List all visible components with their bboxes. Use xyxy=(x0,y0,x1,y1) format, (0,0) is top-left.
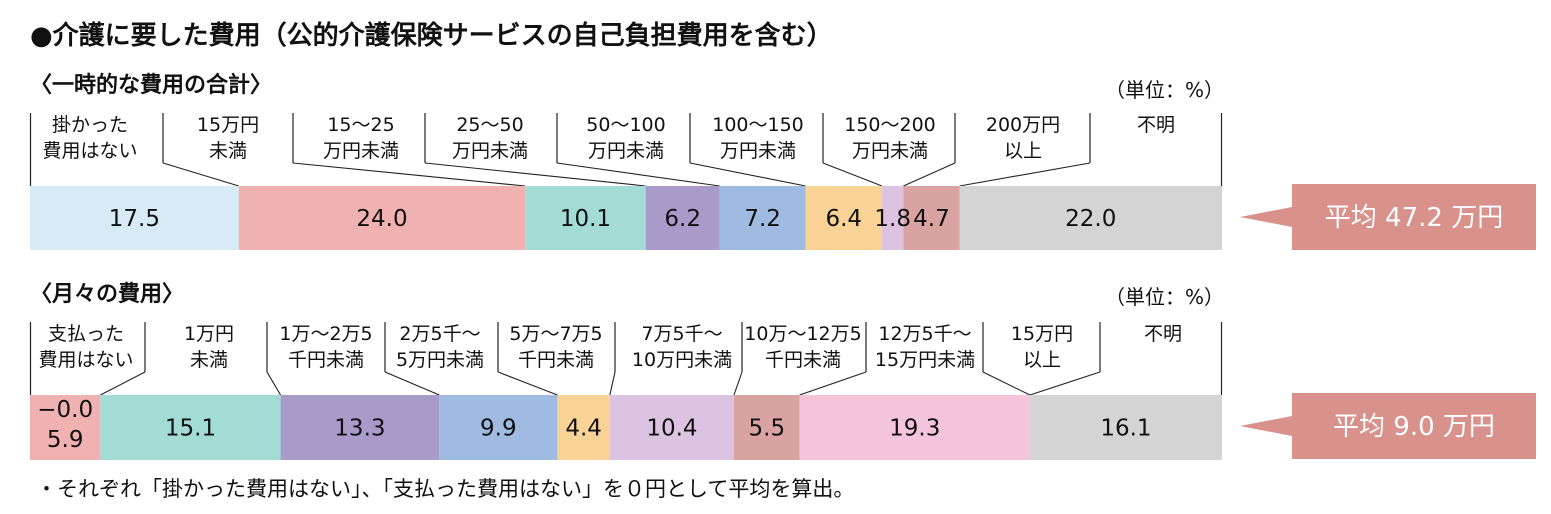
one-time-cost-chart: 〈一時的な費用の合計〉 （単位：%） 掛かった費用はない 15万円未満 15〜25 万円未… xyxy=(29,72,1536,250)
value-label: 4.4 xyxy=(565,416,602,442)
unit-label: （単位：%） xyxy=(1105,285,1224,309)
value-label: 24.0 xyxy=(356,206,407,232)
value-label: 15.1 xyxy=(165,416,216,442)
leader-line xyxy=(424,162,646,187)
category-label: 10万〜12万5 千円未満 xyxy=(744,323,861,371)
category-label: 2万5千〜 5万円未満 xyxy=(396,323,484,371)
category-label: 不明 xyxy=(1144,323,1182,345)
leader-line xyxy=(497,371,558,396)
average-callout xyxy=(1240,184,1536,250)
category-label: 15万円未満 xyxy=(197,114,259,162)
bar-segment xyxy=(30,395,101,460)
value-label: 10.4 xyxy=(646,416,697,442)
category-label: 50〜100 万円未満 xyxy=(586,114,665,162)
value-label: −0.0 5.9 xyxy=(37,397,93,453)
category-label: 1万円未満 xyxy=(184,323,234,371)
bar-segment xyxy=(30,186,239,250)
value-label: 9.9 xyxy=(480,416,517,442)
value-label: 13.3 xyxy=(334,416,385,442)
bar-segment xyxy=(439,395,558,460)
category-label: 1万〜2万5 千円未満 xyxy=(279,323,372,371)
chart-subtitle: 〈一時的な費用の合計〉 xyxy=(30,72,272,98)
leader-line xyxy=(162,162,239,187)
leader-line xyxy=(733,371,743,396)
bar-segment xyxy=(959,186,1222,250)
leader-line xyxy=(799,371,867,396)
chart-subtitle: 〈月々の費用〉 xyxy=(30,282,184,307)
average-label: 平均 47.2 万円 xyxy=(1325,203,1503,233)
bar-segment xyxy=(903,186,960,250)
category-label: 5万〜7万5 千円未満 xyxy=(509,323,602,371)
category-label: 7万5千〜 10万円未満 xyxy=(632,323,732,371)
category-label: 15〜25 万円未満 xyxy=(323,114,399,162)
category-label: 掛かった費用はない xyxy=(42,114,137,162)
bar-segment xyxy=(238,186,526,250)
value-label: 10.1 xyxy=(560,206,611,232)
bar-segment xyxy=(805,186,882,250)
value-label: 5.5 xyxy=(749,416,786,442)
leader-line xyxy=(384,371,440,396)
value-label: 19.3 xyxy=(889,416,940,442)
value-label: 16.1 xyxy=(1100,416,1151,442)
chart-title: ●介護に要した費用（公的介護保険サービスの自己負担費用を含む） xyxy=(30,20,833,51)
bar-segment xyxy=(557,395,610,460)
value-label: 22.0 xyxy=(1065,206,1116,232)
category-label: 150〜200 万円未満 xyxy=(844,114,936,162)
bar-segment xyxy=(719,186,806,250)
leader-line xyxy=(609,371,616,396)
footnote: ・それぞれ「掛かった費用はない」、「支払った費用はない」を０円として平均を算出。 xyxy=(36,477,854,501)
category-label: 不明 xyxy=(1137,114,1175,136)
value-label: 6.4 xyxy=(825,206,862,232)
leader-line xyxy=(903,162,956,187)
unit-label: （単位：%） xyxy=(1105,78,1224,102)
value-label: 1.8 xyxy=(874,206,911,232)
category-label: 支払った費用はない xyxy=(38,323,133,371)
category-label: 200万円以上 xyxy=(986,114,1060,162)
category-label: 100〜150 万円未満 xyxy=(712,114,804,162)
bar-segment xyxy=(100,395,281,460)
value-label: 17.5 xyxy=(109,206,160,232)
leader-line xyxy=(822,162,883,187)
leader-line xyxy=(100,371,146,396)
value-label: 6.2 xyxy=(664,206,701,232)
bar-segment xyxy=(645,186,720,250)
leader-line xyxy=(556,162,720,187)
bar-segment xyxy=(280,395,440,460)
leader-line xyxy=(266,371,282,396)
average-callout xyxy=(1240,393,1536,459)
value-label: 4.7 xyxy=(913,206,950,232)
leader-line xyxy=(1029,371,1101,396)
value-label: 7.2 xyxy=(744,206,781,232)
bar-segment xyxy=(733,395,800,460)
average-label: 平均 9.0 万円 xyxy=(1333,412,1495,442)
category-label: 12万5千〜 15万円未満 xyxy=(875,323,975,371)
category-label: 15万円以上 xyxy=(1011,323,1073,371)
bar-segment xyxy=(1029,395,1222,460)
bar-segment xyxy=(881,186,904,250)
bar-segment xyxy=(799,395,1030,460)
leader-line xyxy=(959,162,1091,187)
monthly-cost-chart: 〈月々の費用〉 （単位：%） 支払った費用はない 1万円未満 1万〜2万5 千円未満 2万5… xyxy=(29,282,1536,460)
bar-segment xyxy=(525,186,646,250)
leader-line xyxy=(982,371,1031,396)
leader-line xyxy=(689,162,806,187)
leader-line xyxy=(292,162,526,187)
category-label: 25〜50 万円未満 xyxy=(452,114,528,162)
bar-segment xyxy=(609,395,734,460)
